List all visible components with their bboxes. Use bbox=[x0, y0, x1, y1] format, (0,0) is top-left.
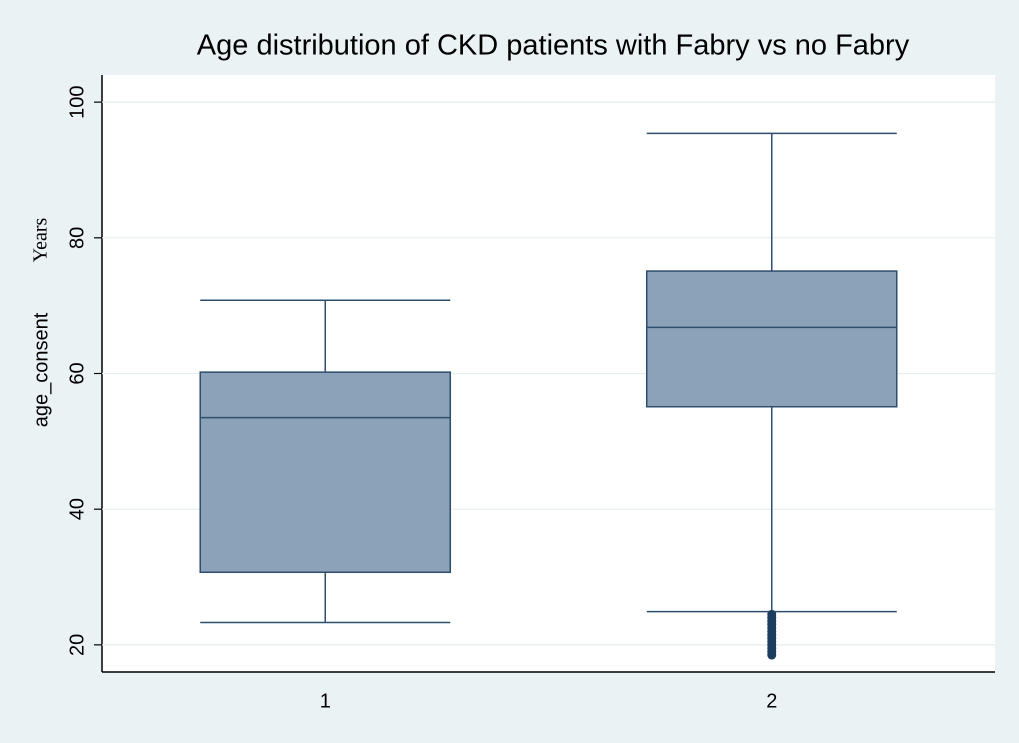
y-tick-label: 80 bbox=[66, 227, 88, 249]
box bbox=[199, 371, 452, 574]
chart-title: Age distribution of CKD patients with Fa… bbox=[197, 30, 910, 62]
y-axis-label: age_consent bbox=[30, 312, 52, 427]
box bbox=[645, 270, 898, 408]
annotation: Years bbox=[30, 217, 52, 262]
y-tick-label: 20 bbox=[66, 634, 88, 656]
y-tick-label: 60 bbox=[66, 362, 88, 384]
y-tick-label: 100 bbox=[66, 85, 88, 118]
y-tick-label: 40 bbox=[66, 498, 88, 520]
outlier bbox=[767, 609, 777, 619]
x-tick-label: 2 bbox=[766, 690, 777, 712]
x-tick-label: 1 bbox=[320, 690, 331, 712]
